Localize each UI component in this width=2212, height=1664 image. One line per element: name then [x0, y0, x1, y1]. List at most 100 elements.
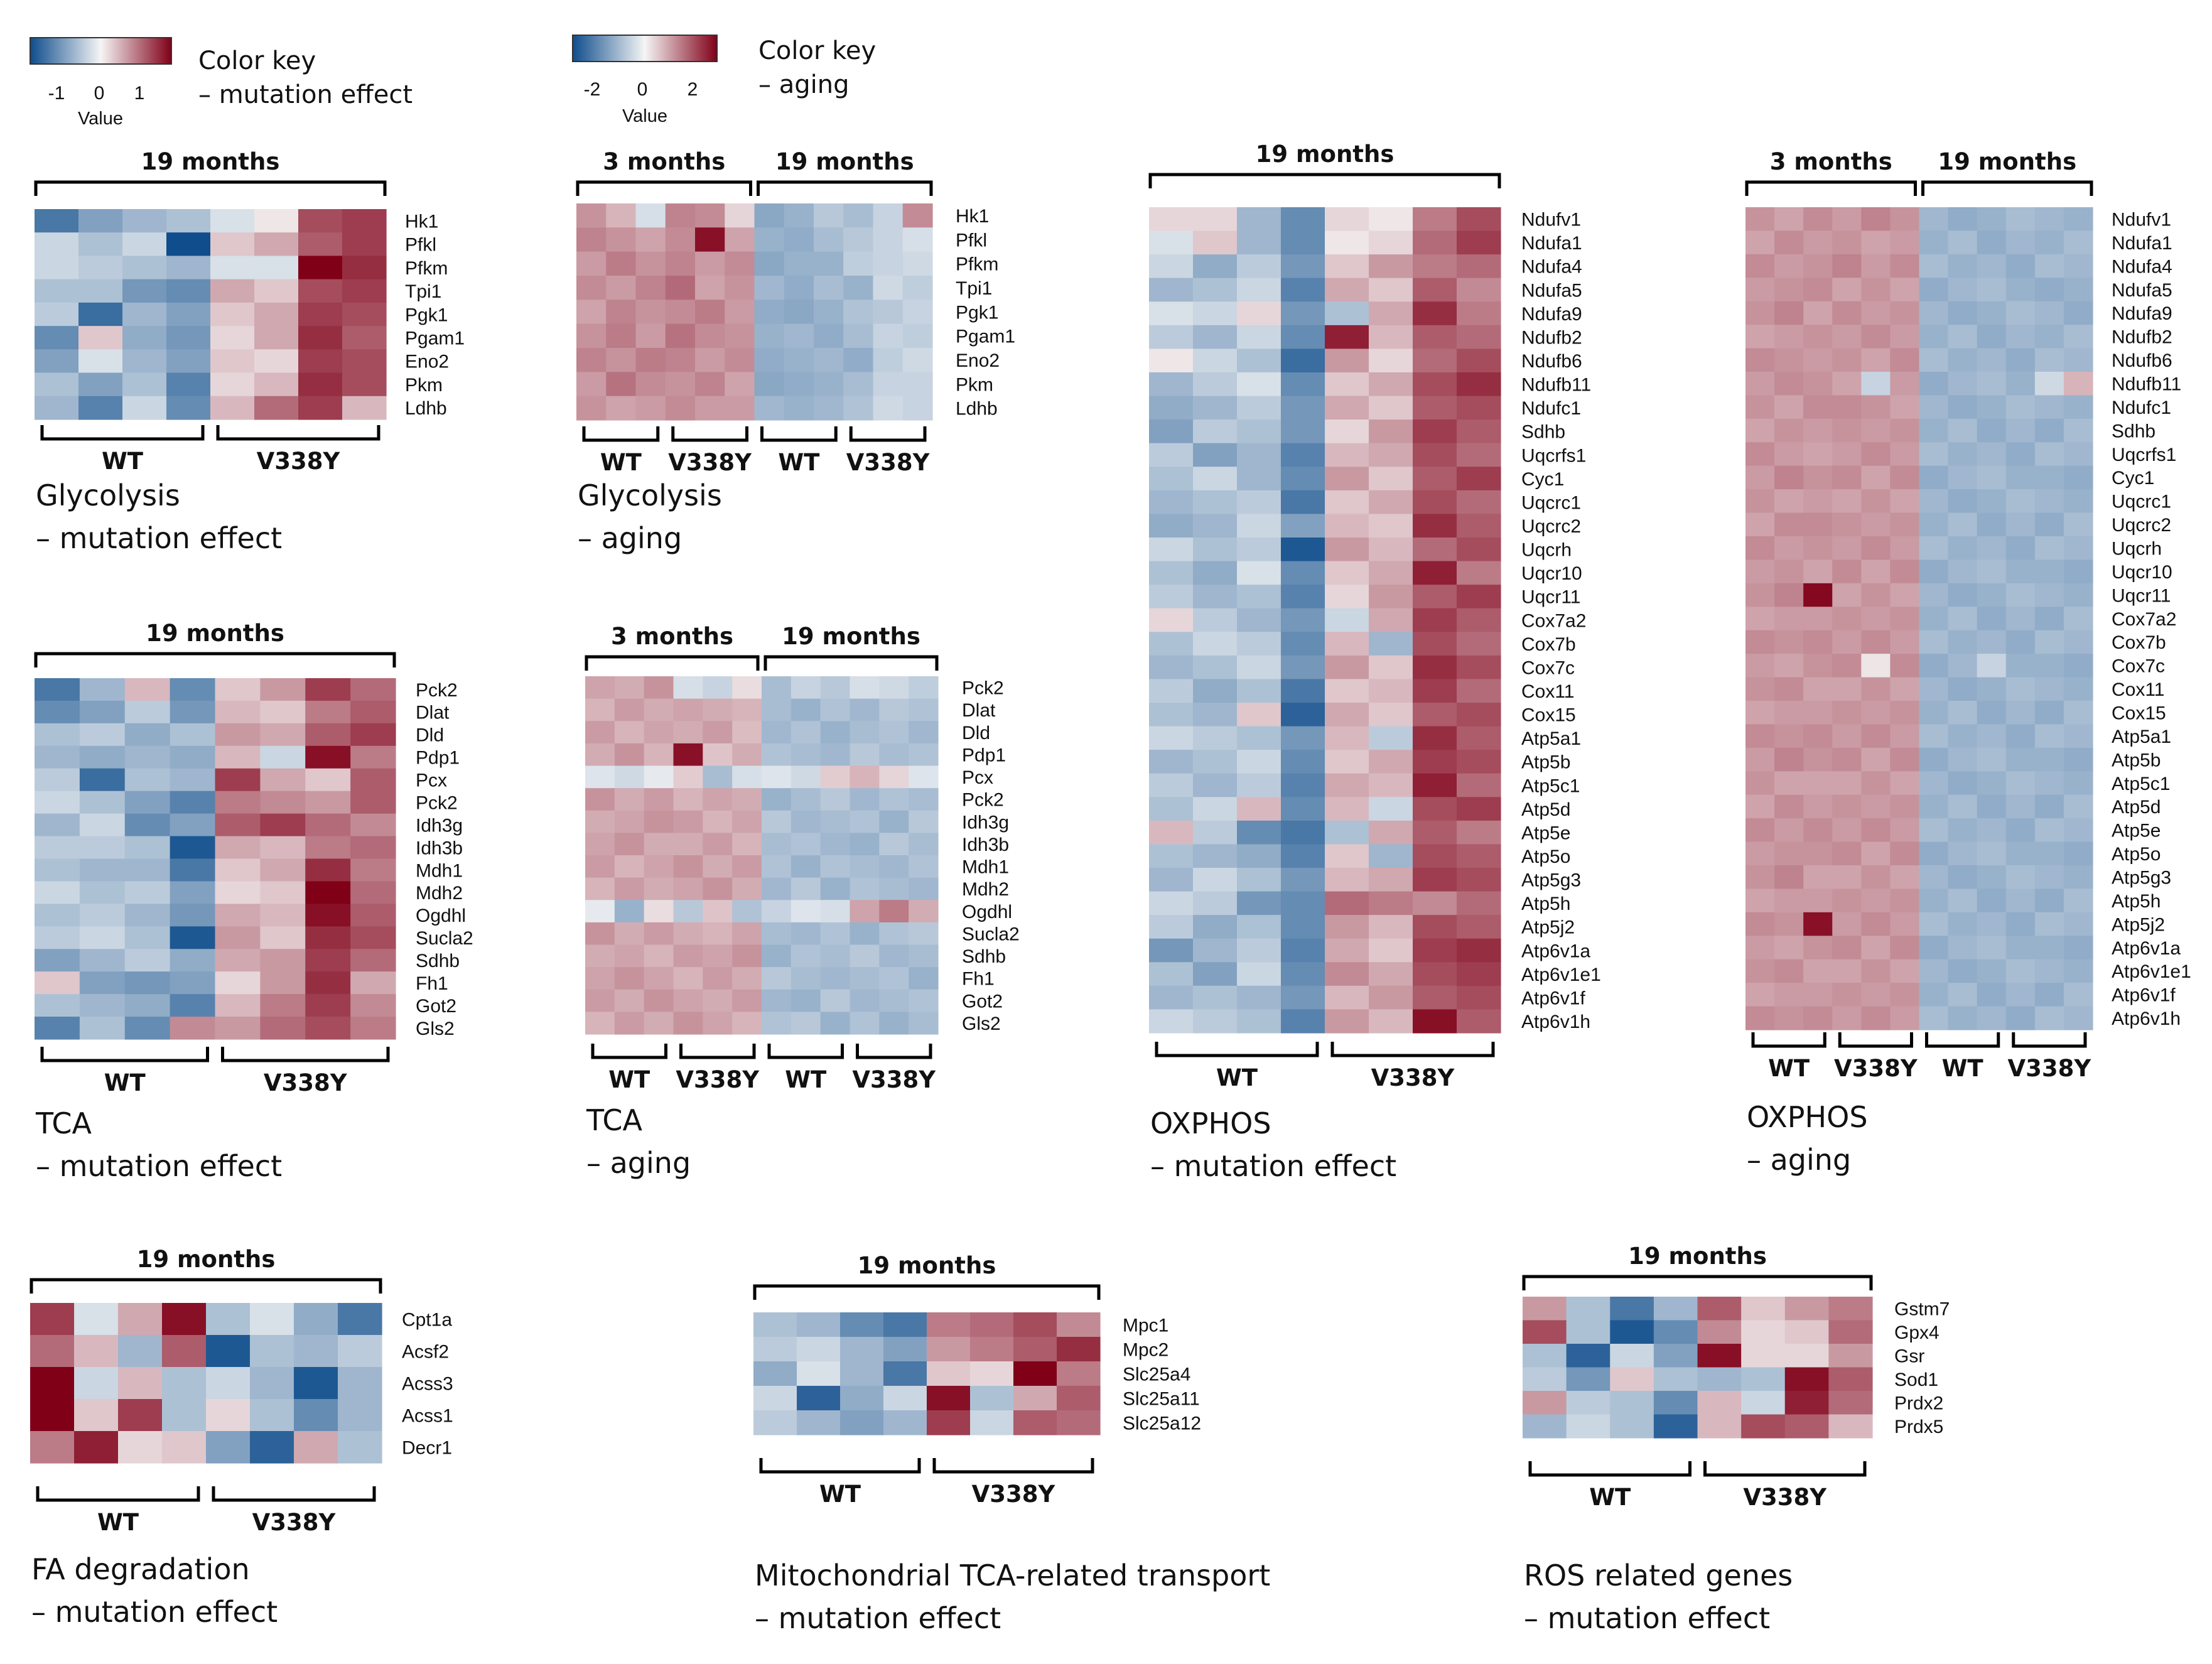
heatmap-cell — [1948, 230, 1978, 255]
heatmap-cell — [1890, 489, 1920, 514]
gene-label: Gstm7 — [1894, 1299, 1950, 1320]
heatmap-cell — [79, 904, 126, 927]
heatmap-cell — [850, 810, 880, 833]
heatmap-cell — [35, 326, 79, 350]
heatmap-cell — [35, 768, 80, 792]
heatmap-cell — [585, 676, 615, 700]
heatmap-cell — [342, 279, 387, 303]
heatmap-cell — [725, 348, 755, 372]
gene-label: Acss3 — [402, 1373, 453, 1394]
heatmap-cell — [665, 203, 696, 228]
heatmap-cell — [614, 810, 645, 833]
heatmap-cell — [1803, 442, 1833, 467]
heatmap-cell — [1803, 372, 1833, 396]
heatmap-cell — [673, 698, 703, 721]
gene-label: Cyc1 — [2112, 468, 2154, 489]
gene-label: Atp5h — [2112, 891, 2161, 912]
heatmap-cell — [79, 971, 126, 995]
heatmap-cell — [753, 1337, 797, 1362]
gene-label: Sod1 — [1894, 1370, 1938, 1390]
panel-caption: OXPHOS — [1150, 1106, 1271, 1140]
heatmap-cell — [644, 967, 674, 990]
heatmap-cell — [762, 944, 792, 968]
heatmap-cell — [124, 836, 171, 860]
heatmap-cell — [298, 396, 343, 420]
heatmap-cell — [2034, 395, 2064, 419]
gene-label: Ndufv1 — [2112, 210, 2171, 230]
heatmap-cell — [673, 944, 703, 968]
heatmap-cell — [1977, 512, 2007, 537]
heatmap-cell — [1861, 489, 1891, 514]
heatmap-cell — [703, 788, 733, 811]
heatmap-cell — [1745, 841, 1775, 866]
gene-label: Ndufa5 — [1521, 280, 1582, 301]
heatmap-cell — [732, 765, 762, 789]
group-label: V338Y — [668, 449, 752, 476]
heatmap-cell — [35, 904, 80, 927]
heatmap-cell — [902, 227, 933, 252]
heatmap-cell — [1832, 771, 1862, 796]
heatmap-cell — [1193, 703, 1238, 727]
heatmap-cell — [754, 300, 785, 325]
heatmap-cell — [1413, 797, 1457, 821]
heatmap-cell — [1890, 747, 1920, 772]
heatmap-cell — [732, 743, 762, 767]
heatmap-cell — [873, 251, 904, 276]
heatmap-cell — [79, 836, 126, 860]
heatmap-cell — [170, 1017, 216, 1040]
heatmap-cell — [909, 855, 939, 878]
heatmap-cell — [725, 300, 755, 325]
heatmap-cell — [606, 251, 637, 276]
heatmap-cell — [606, 227, 637, 252]
gene-label: Cox15 — [1521, 705, 1576, 726]
heatmap-cell — [1281, 278, 1325, 302]
group-bracket — [1925, 1032, 2000, 1048]
heatmap-cell — [74, 1367, 119, 1400]
heatmap-cell — [1193, 938, 1238, 963]
heatmap-cell — [1653, 1391, 1698, 1415]
heatmap-cell — [1919, 512, 1949, 537]
heatmap-cell — [35, 1017, 80, 1040]
group-label: V338Y — [676, 1066, 760, 1093]
group-bracket — [216, 425, 380, 441]
heatmap-cell — [585, 743, 615, 767]
heatmap-cell — [1325, 230, 1369, 255]
heatmap-cell — [1369, 915, 1413, 939]
gene-label: Cox7b — [2112, 632, 2166, 653]
heatmap-cell — [1193, 467, 1238, 491]
heatmap-cell — [1149, 938, 1194, 963]
heatmap-cell — [170, 813, 216, 837]
heatmap-cell — [1977, 771, 2007, 796]
heatmap-cell — [1774, 348, 1804, 372]
gene-label: Ndufa9 — [2112, 303, 2172, 324]
heatmap-cell — [1237, 1009, 1281, 1034]
heatmap-cell — [1237, 325, 1281, 350]
heatmap-cell — [1193, 585, 1238, 609]
gene-label: Ndufb11 — [1521, 375, 1591, 396]
heatmap-cell — [305, 836, 351, 860]
heatmap-cell — [294, 1367, 338, 1400]
heatmap-cell — [873, 276, 904, 300]
group-label: WT — [1768, 1055, 1810, 1082]
heatmap-cell — [1948, 865, 1978, 890]
heatmap-cell — [614, 855, 645, 878]
heatmap-cell — [1803, 583, 1833, 607]
heatmap-cell — [162, 1303, 207, 1336]
heatmap-cell — [790, 676, 821, 700]
heatmap-cell — [1193, 820, 1238, 845]
gene-label: Sucla2 — [962, 924, 1020, 945]
group-bracket — [36, 1486, 200, 1502]
heatmap-cell — [1413, 1009, 1457, 1034]
heatmap-cell — [254, 349, 299, 374]
heatmap-cell — [170, 791, 216, 814]
gene-label: Tpi1 — [956, 278, 992, 299]
heatmap-cell — [2063, 794, 2093, 819]
heatmap-cell — [298, 349, 343, 374]
heatmap-cell — [1369, 773, 1413, 797]
heatmap-cell — [1948, 372, 1978, 396]
heatmap-cell — [338, 1335, 382, 1368]
heatmap-cell — [350, 904, 396, 927]
heatmap-cell — [1832, 959, 1862, 983]
heatmap-cell — [124, 949, 171, 972]
heatmap-cell — [166, 326, 211, 350]
